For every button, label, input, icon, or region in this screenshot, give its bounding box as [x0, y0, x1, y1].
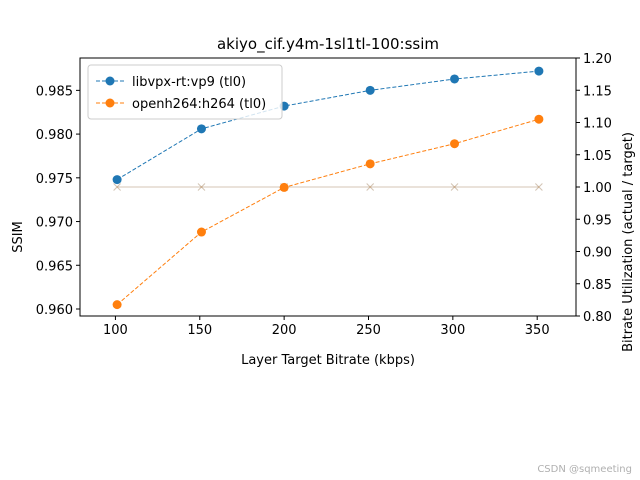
series-point-0 [450, 74, 460, 84]
series-point-x-stroke [366, 183, 375, 191]
series-line-1 [116, 118, 540, 306]
series-point-x-stroke [366, 183, 375, 191]
series-point-x-stroke [197, 183, 206, 191]
series-point-x-stroke [535, 183, 543, 191]
series-point-x-stroke [535, 183, 543, 191]
series-point-x-stroke [450, 183, 459, 191]
y2-tick-label: 0.80 [583, 310, 612, 325]
watermark: CSDN @sqmeeting [537, 464, 632, 475]
series-point-1 [534, 114, 544, 124]
y2-tick-label: 1.10 [583, 117, 612, 132]
x-tick-label: 200 [272, 323, 297, 338]
y-tick-label: 0.960 [36, 303, 73, 318]
x-axis-label: Layer Target Bitrate (kbps) [241, 353, 415, 368]
x-tick-label: 350 [525, 323, 550, 338]
x-tick-label: 150 [187, 323, 212, 338]
legend-label: openh264:h264 (tl0) [132, 97, 266, 112]
series-point-x-stroke [113, 183, 121, 191]
series-point-x-stroke [113, 183, 121, 191]
series-point-x-stroke [113, 183, 121, 191]
x-tick-label: 100 [103, 323, 128, 338]
series-point-0 [534, 66, 544, 76]
x-tick-label: 300 [440, 323, 465, 338]
series-point-0 [365, 85, 375, 95]
series-point-3 [113, 183, 121, 191]
y-tick-label: 0.965 [36, 259, 73, 274]
series-point-x-stroke [197, 183, 206, 191]
y2-tick-label: 0.85 [583, 278, 612, 293]
series-point-3 [450, 183, 459, 191]
series-point-x-stroke [197, 183, 206, 191]
series-point-0 [112, 175, 122, 185]
series-point-1 [279, 182, 289, 192]
legend-box [87, 64, 283, 120]
legend-label: libvpx-rt:vp9 (tl0) [132, 75, 246, 90]
series-point-x-stroke [366, 183, 375, 191]
series-point-2 [113, 183, 121, 191]
series-point-x-stroke [366, 183, 375, 191]
series-point-2 [197, 183, 206, 191]
series-point-1 [196, 227, 206, 237]
plot-area: 100 150 200 250 300 350 0.960 0.965 0.970 0.975 0.… [36, 52, 612, 338]
series-point-x-stroke [450, 183, 459, 191]
series-point-1 [112, 300, 122, 310]
series-point-x-stroke [450, 183, 459, 191]
y2-tick-label: 1.15 [583, 84, 612, 99]
y2-tick-label: 1.00 [583, 181, 612, 196]
series-point-x-stroke [197, 183, 206, 191]
y2-axis-label: Bitrate Utilization (actual / target) [621, 132, 636, 352]
series-point-3 [197, 183, 206, 191]
series-point-1 [365, 159, 375, 169]
series-point-3 [366, 183, 375, 191]
legend-swatch-marker [105, 98, 115, 108]
y-tick-label: 0.970 [36, 216, 73, 231]
series-point-1 [450, 139, 460, 149]
y2-tick-label: 0.95 [583, 213, 612, 228]
chart-title: akiyo_cif.y4m-1sl1tl-100:ssim [217, 35, 439, 54]
y2-tick-label: 1.20 [583, 52, 612, 67]
series-point-x-stroke [113, 183, 121, 191]
y-tick-label: 0.985 [36, 84, 73, 99]
series-point-2 [535, 183, 543, 191]
series-point-x-stroke [535, 183, 543, 191]
y-tick-label: 0.980 [36, 128, 73, 143]
series-point-0 [196, 124, 206, 134]
series-point-x-stroke [535, 183, 543, 191]
series-point-2 [366, 183, 375, 191]
x-tick-label: 250 [356, 323, 381, 338]
series-point-x-stroke [450, 183, 459, 191]
y2-tick-label: 1.05 [583, 149, 612, 164]
y-axis-label: SSIM [11, 221, 26, 253]
series-point-3 [535, 183, 543, 191]
y2-tick-label: 0.90 [583, 246, 612, 261]
y-tick-label: 0.975 [36, 172, 73, 187]
series-point-2 [450, 183, 459, 191]
legend-swatch-marker [105, 76, 115, 86]
